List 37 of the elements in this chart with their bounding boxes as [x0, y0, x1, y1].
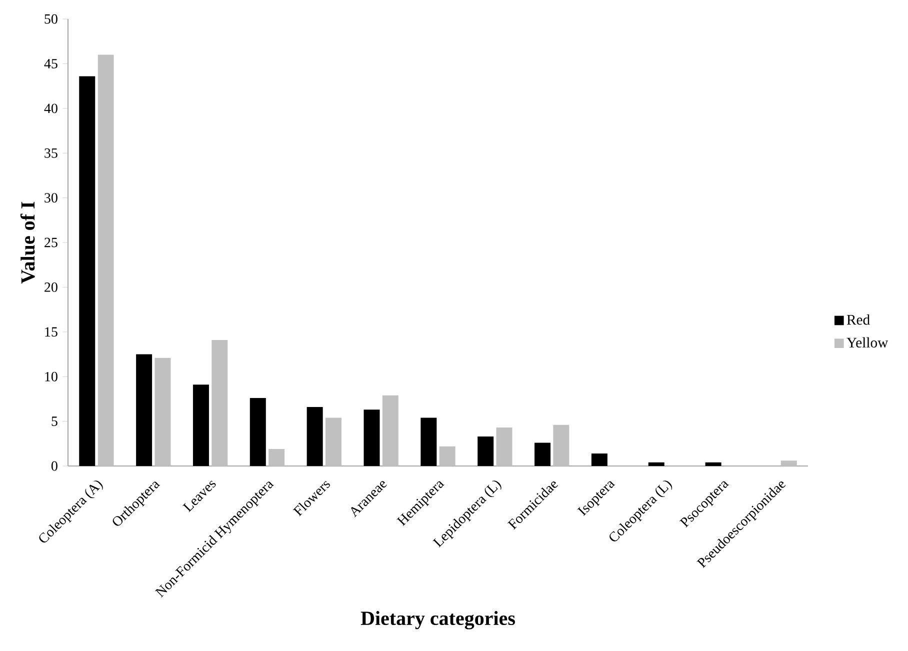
legend-label: Red [846, 314, 870, 325]
y-tick-label: 5 [52, 416, 58, 426]
bar [136, 354, 152, 466]
x-axis-title: Dietary categories [360, 611, 515, 630]
y-tick-label: 40 [44, 104, 58, 114]
y-axis-title: Value of I [20, 202, 35, 284]
y-tick-label: 50 [44, 14, 58, 24]
bar [478, 436, 494, 466]
y-tick-label: 0 [51, 461, 58, 471]
y-tick-label: 25 [44, 238, 58, 248]
y-tick-label: 35 [44, 148, 58, 158]
y-tick-label: 20 [44, 282, 58, 292]
bar [780, 460, 797, 466]
bar [705, 462, 722, 466]
bar [364, 410, 380, 466]
bar [192, 384, 209, 466]
bar [325, 418, 342, 466]
bar [79, 76, 96, 466]
y-tick-label: 15 [45, 327, 58, 337]
legend-label: Yellow [846, 337, 888, 348]
bar [420, 418, 437, 466]
bar [648, 462, 664, 466]
bar [98, 54, 114, 466]
bar [212, 340, 228, 466]
bar [553, 424, 570, 466]
bar [382, 395, 398, 466]
bar [439, 446, 456, 466]
bar [591, 453, 608, 466]
bar [250, 398, 266, 466]
bar [154, 358, 171, 466]
bar [306, 406, 323, 466]
y-tick-label: 30 [44, 193, 58, 203]
bar [268, 449, 285, 466]
y-tick-label: 10 [45, 372, 58, 382]
bar [496, 428, 512, 466]
bar [534, 442, 551, 466]
y-tick-label: 45 [44, 59, 58, 68]
